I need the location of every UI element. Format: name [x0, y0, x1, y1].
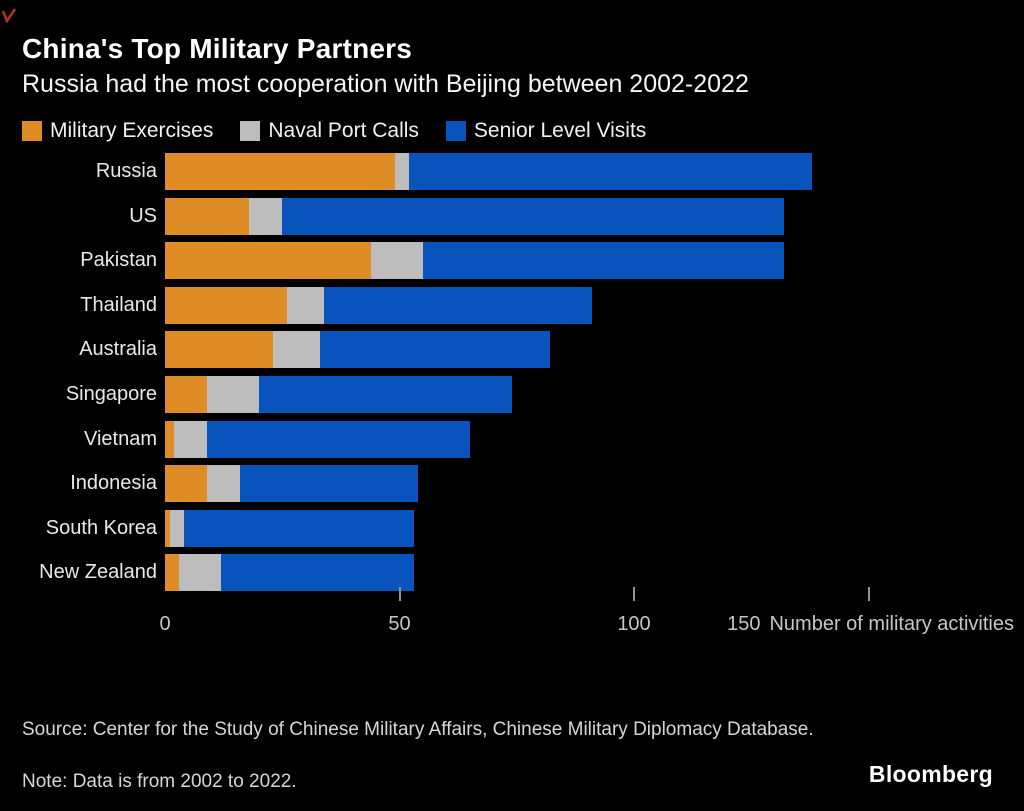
plot-rows: Russia US Pakistan Thailand Australia Singapo…	[0, 153, 1024, 592]
bar-segment-military-exercises	[165, 153, 395, 190]
bar-segment-military-exercises	[165, 509, 170, 547]
bar-segment-naval-port-calls	[286, 286, 325, 324]
bar-segment-senior-level-visits	[282, 197, 784, 235]
chart-row: Indonesia	[0, 465, 1024, 503]
bar-segment-naval-port-calls	[179, 554, 222, 592]
chart-row: Vietnam	[0, 420, 1024, 458]
source-text: Source: Center for the Study of Chinese …	[22, 719, 814, 740]
bar-track	[165, 286, 592, 324]
legend-label: Naval Port Calls	[268, 119, 419, 142]
bar-track	[165, 554, 414, 592]
axis-tick-label: 0	[159, 613, 171, 635]
bar-segment-military-exercises	[165, 465, 208, 503]
legend-swatch-orange-icon	[22, 121, 42, 141]
chart-row: Thailand	[0, 286, 1024, 324]
legend-item-senior-level-visits: Senior Level Visits	[445, 119, 647, 143]
chart-row: New Zealand	[0, 554, 1024, 592]
bar-segment-senior-level-visits	[324, 286, 592, 324]
bar-segment-senior-level-visits	[221, 554, 414, 592]
bar-segment-senior-level-visits	[207, 420, 470, 458]
bar-track	[165, 242, 785, 280]
x-axis-right-group: 150 Number of military activities	[727, 613, 1014, 636]
bar-segment-senior-level-visits	[422, 242, 785, 280]
corner-accent-mark	[2, 8, 16, 23]
axis-tick-label: 50	[388, 613, 411, 635]
bar-segment-naval-port-calls	[371, 242, 423, 280]
bar-segment-senior-level-visits	[408, 153, 813, 190]
category-label: Australia	[79, 338, 157, 361]
category-label: Russia	[95, 160, 157, 182]
chart-subtitle: Russia had the most cooperation with Bei…	[22, 70, 749, 98]
bar-segment-military-exercises	[165, 331, 273, 369]
bar-segment-naval-port-calls	[169, 509, 184, 547]
chart-row: Pakistan	[0, 242, 1024, 280]
bar-segment-senior-level-visits	[239, 465, 419, 503]
legend-label: Military Exercises	[50, 119, 214, 142]
legend-swatch-blue-icon	[445, 121, 466, 141]
bar-track	[165, 375, 513, 413]
category-label: US	[129, 204, 157, 227]
axis-tick-label: 100	[617, 613, 651, 635]
legend-item-naval-port-calls: Naval Port Calls	[240, 119, 419, 143]
bar-segment-naval-port-calls	[207, 465, 240, 503]
chart-row: Russia	[0, 153, 1024, 190]
bar-segment-military-exercises	[165, 420, 175, 458]
bar-track	[165, 509, 414, 547]
chart-row: US	[0, 197, 1024, 235]
bar-segment-military-exercises	[165, 242, 372, 280]
bar-segment-military-exercises	[165, 554, 180, 592]
legend-label: Senior Level Visits	[473, 119, 647, 142]
category-label: Pakistan	[80, 249, 157, 272]
bar-segment-military-exercises	[165, 286, 287, 324]
chart-title: China's Top Military Partners	[22, 33, 413, 64]
bar-segment-senior-level-visits	[183, 509, 414, 547]
category-label: Singapore	[65, 382, 157, 405]
bar-segment-naval-port-calls	[394, 153, 409, 190]
category-label: New Zealand	[39, 561, 157, 584]
chart-row: South Korea	[0, 509, 1024, 547]
x-axis-title: Number of military activities	[769, 613, 1014, 635]
category-label: South Korea	[45, 516, 157, 539]
category-label: Vietnam	[83, 427, 157, 450]
bar-segment-naval-port-calls	[249, 197, 283, 235]
axis-tick-label-150: 150	[727, 613, 761, 635]
legend-swatch-gray-icon	[240, 121, 261, 141]
bar-track	[165, 153, 813, 190]
bar-segment-senior-level-visits	[319, 331, 550, 369]
bar-segment-military-exercises	[165, 375, 208, 413]
bar-track	[165, 420, 470, 458]
bar-segment-senior-level-visits	[258, 375, 513, 413]
bar-track	[165, 197, 784, 235]
bloomberg-logo: Bloomberg	[868, 761, 993, 787]
chart-row: Australia	[0, 331, 1024, 369]
bar-track	[165, 465, 419, 503]
bar-track	[165, 331, 550, 369]
legend-item-military-exercises: Military Exercises	[22, 119, 213, 143]
bar-segment-naval-port-calls	[174, 420, 208, 458]
category-label: Indonesia	[70, 472, 157, 495]
legend: Military Exercises Naval Port Calls Seni…	[22, 119, 646, 143]
bar-segment-naval-port-calls	[207, 375, 259, 413]
chart-row: Singapore	[0, 375, 1024, 413]
note-text: Note: Data is from 2002 to 2022.	[22, 771, 297, 792]
category-label: Thailand	[80, 293, 157, 316]
bar-segment-naval-port-calls	[272, 331, 320, 369]
bar-segment-military-exercises	[165, 197, 250, 235]
